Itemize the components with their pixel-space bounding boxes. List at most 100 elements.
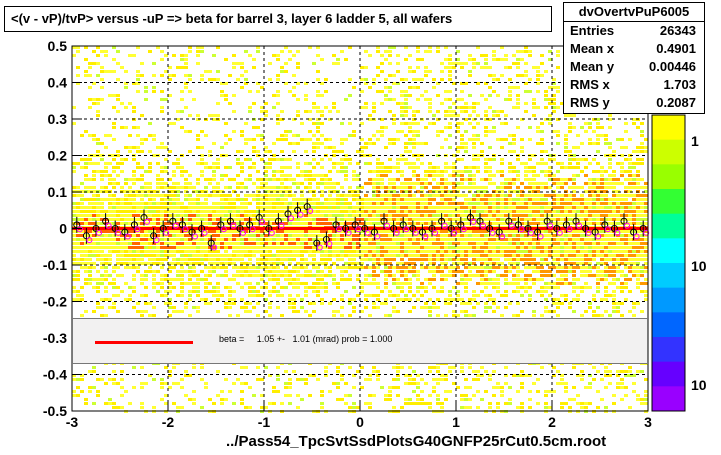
heatmap-cell [264,258,268,261]
heatmap-cell [132,234,136,237]
heatmap-cell [124,206,128,209]
heatmap-cell [92,102,96,105]
heatmap-cell [500,186,504,189]
heatmap-cell [132,262,136,265]
heatmap-cell [360,254,364,257]
heatmap-cell [440,70,444,73]
heatmap-cell [220,222,224,225]
heatmap-cell [428,170,432,173]
heatmap-cell [180,246,184,249]
heatmap-cell [508,230,512,233]
heatmap-cell [456,242,460,245]
heatmap-cell [132,286,136,289]
heatmap-cell [236,214,240,217]
heatmap-cell [116,50,120,53]
heatmap-cell [484,282,488,285]
heatmap-cell [520,206,524,209]
heatmap-cell [548,154,552,157]
heatmap-cell [152,206,156,209]
heatmap-cell [444,234,448,237]
heatmap-cell [72,274,76,277]
heatmap-cell [224,142,228,145]
heatmap-cell [504,254,508,257]
heatmap-cell [512,242,516,245]
heatmap-cell [376,182,380,185]
heatmap-cell [424,286,428,289]
heatmap-cell [424,206,428,209]
heatmap-cell [152,254,156,257]
heatmap-cell [324,258,328,261]
heatmap-cell [536,218,540,221]
heatmap-cell [548,250,552,253]
heatmap-cell [440,290,444,293]
heatmap-cell [468,238,472,241]
heatmap-cell [208,206,212,209]
heatmap-cell [76,294,80,297]
heatmap-cell [368,222,372,225]
heatmap-cell [184,170,188,173]
heatmap-cell [508,214,512,217]
heatmap-cell [496,138,500,141]
heatmap-cell [448,62,452,65]
heatmap-cell [164,366,168,369]
heatmap-cell [444,230,448,233]
heatmap-cell [140,202,144,205]
heatmap-cell [172,382,176,385]
heatmap-cell [296,66,300,69]
heatmap-cell [492,222,496,225]
heatmap-cell [96,206,100,209]
heatmap-cell [112,294,116,297]
heatmap-cell [376,210,380,213]
heatmap-cell [92,190,96,193]
heatmap-cell [376,178,380,181]
heatmap-cell [496,218,500,221]
heatmap-cell [512,238,516,241]
heatmap-cell [500,386,504,389]
heatmap-cell [484,126,488,129]
heatmap-cell [316,234,320,237]
heatmap-cell [160,170,164,173]
heatmap-cell [432,270,436,273]
heatmap-cell [140,382,144,385]
heatmap-cell [392,214,396,217]
heatmap-cell [272,186,276,189]
heatmap-cell [404,114,408,117]
heatmap-cell [320,214,324,217]
heatmap-cell [92,386,96,389]
heatmap-cell [496,306,500,309]
heatmap-cell [320,234,324,237]
heatmap-cell [72,202,76,205]
heatmap-cell [428,250,432,253]
heatmap-cell [424,230,428,233]
heatmap-cell [516,66,520,69]
heatmap-cell [76,46,80,49]
heatmap-cell [440,402,444,405]
heatmap-cell [216,202,220,205]
heatmap-cell [364,210,368,213]
heatmap-cell [116,222,120,225]
heatmap-cell [216,70,220,73]
heatmap-cell [200,262,204,265]
heatmap-cell [296,182,300,185]
heatmap-cell [108,206,112,209]
heatmap-cell [256,170,260,173]
heatmap-cell [144,286,148,289]
heatmap-cell [372,186,376,189]
heatmap-cell [440,274,444,277]
heatmap-cell [176,382,180,385]
heatmap-cell [516,86,520,89]
heatmap-cell [276,290,280,293]
heatmap-cell [364,242,368,245]
heatmap-cell [384,394,388,397]
heatmap-cell [316,238,320,241]
heatmap-cell [492,286,496,289]
heatmap-cell [96,138,100,141]
heatmap-cell [292,142,296,145]
heatmap-cell [268,202,272,205]
heatmap-cell [392,182,396,185]
heatmap-cell [72,186,76,189]
heatmap-cell [128,222,132,225]
heatmap-cell [540,278,544,281]
heatmap-cell [176,218,180,221]
heatmap-cell [164,194,168,197]
